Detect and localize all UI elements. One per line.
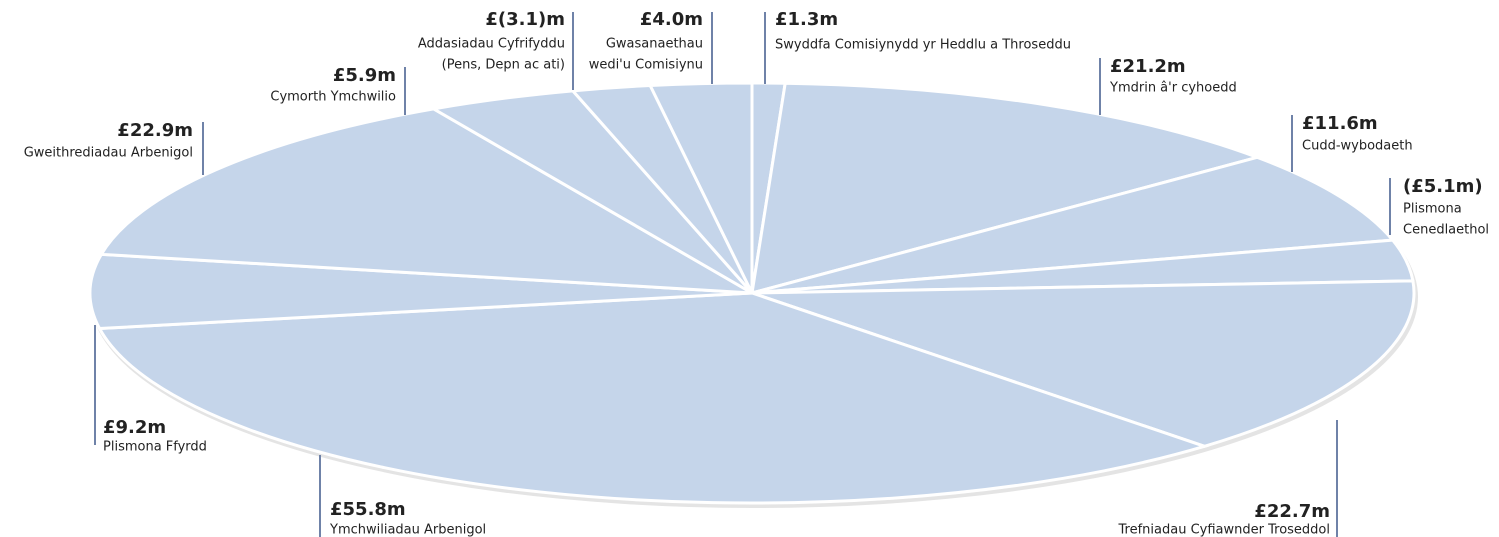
pie-slice [88, 252, 753, 331]
value-label: £21.2m [1110, 56, 1186, 77]
value-label: £5.9m [333, 65, 396, 86]
value-label: (£5.1m) [1403, 176, 1483, 197]
category-label: Plismona Ffyrdd [103, 440, 207, 455]
category-label: Ymchwiliadau Arbenigol [329, 523, 486, 537]
category-label: Ymdrin â'r cyhoedd [1109, 81, 1237, 96]
category-label: Cudd-wybodaeth [1302, 139, 1413, 154]
labels: £1.3m Swyddfa Comisiynydd yr Heddlu a Thr… [24, 9, 1489, 537]
pie-slice [647, 81, 754, 294]
value-label: £11.6m [1302, 113, 1378, 134]
pie-slice [750, 81, 1263, 296]
value-label: £55.8m [330, 499, 406, 520]
pie-slice [97, 291, 1210, 505]
category-label: Plismona [1403, 202, 1462, 217]
category-label: Cymorth Ymchwilio [270, 90, 396, 105]
pie-slice [98, 107, 753, 295]
category-label: Addasiadau Cyfrifyddu [418, 37, 565, 52]
category-label: Gweithrediadau Arbenigol [24, 146, 193, 161]
value-label: £4.0m [640, 9, 703, 30]
value-label: £22.9m [117, 120, 193, 141]
category-label: Gwasanaethau [606, 37, 703, 52]
category-label: Swyddfa Comisiynydd yr Heddlu a Throsedd… [775, 38, 1071, 53]
value-label: £(3.1)m [485, 9, 565, 30]
value-label: £1.3m [775, 9, 838, 30]
value-label: £9.2m [103, 417, 166, 438]
category-label: Trefniadau Cyfiawnder Troseddol [1118, 523, 1330, 537]
pie-slice [751, 155, 1396, 295]
category-label: (Pens, Depn ac ati) [442, 58, 565, 73]
slices [88, 81, 1416, 505]
value-label: £22.7m [1254, 501, 1330, 522]
pie-slice [751, 279, 1416, 448]
category-label: Cenedlaethol [1403, 223, 1489, 238]
category-label: wedi'u Comisiynu [589, 58, 703, 73]
